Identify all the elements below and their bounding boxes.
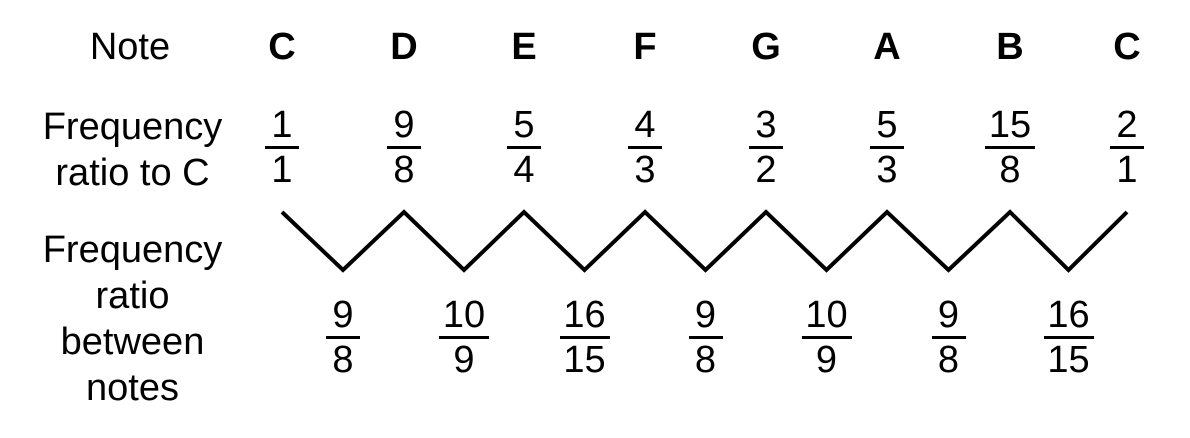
ratio-to-c-fraction-numerator: 1 xyxy=(271,104,293,146)
note-name: A xyxy=(873,26,901,68)
ratio-to-c-fraction-numerator: 5 xyxy=(876,104,898,146)
interval-fraction: 10 9 xyxy=(792,294,862,381)
interval-fraction-denominator: 8 xyxy=(694,339,717,381)
interval-fraction-denominator: 9 xyxy=(453,339,475,381)
row-label-ratio-between-line-3: between xyxy=(60,321,205,363)
interval-fraction-bar xyxy=(559,336,610,339)
note-name: G xyxy=(751,26,781,68)
ratio-to-c-fraction-bar xyxy=(749,146,783,149)
row-label-ratio-between: Frequency ratio between notes xyxy=(30,227,235,411)
interval-fraction-bar xyxy=(1043,336,1094,339)
note-name: D xyxy=(390,26,418,68)
row-label-ratio-to-c-line-2: ratio to C xyxy=(55,152,210,194)
interval-fraction-bar xyxy=(801,336,852,339)
ratio-to-c-fraction-bar xyxy=(265,146,299,149)
interval-fraction: 16 15 xyxy=(1034,294,1104,381)
ratio-to-c-fraction-bar xyxy=(870,146,904,149)
interval-fraction-denominator: 8 xyxy=(937,339,960,381)
ratio-to-c-fraction-numerator: 4 xyxy=(634,104,656,146)
ratio-to-c-fraction-numerator: 3 xyxy=(755,104,777,146)
interval-fraction-numerator: 10 xyxy=(442,294,486,336)
interval-fraction-numerator: 16 xyxy=(1047,294,1090,336)
row-label-ratio-to-c-line-1: Frequency xyxy=(42,106,223,148)
ratio-to-c-fraction-denominator: 3 xyxy=(876,149,898,191)
interval-fraction-denominator: 8 xyxy=(332,339,354,381)
row-label-note: Note xyxy=(89,26,171,68)
ratio-to-c-fraction-numerator: 5 xyxy=(513,104,535,146)
note-name: E xyxy=(511,26,537,68)
row-label-ratio-between-line-4: notes xyxy=(86,367,179,409)
interval-fraction-numerator: 10 xyxy=(805,294,848,336)
ratio-to-c-fraction-denominator: 8 xyxy=(999,149,1021,191)
note-name: B xyxy=(996,26,1024,68)
ratio-to-c-fraction-bar xyxy=(985,146,1035,149)
note-name: C xyxy=(268,26,296,68)
ratio-to-c-fraction-numerator: 15 xyxy=(988,104,1032,146)
ratio-to-c-fraction-bar xyxy=(387,146,421,149)
interval-fraction-bar xyxy=(688,336,723,339)
ratio-to-c-fraction-numerator: 2 xyxy=(1116,104,1138,146)
interval-fraction-denominator: 15 xyxy=(563,339,606,381)
ratio-to-c-fraction-denominator: 1 xyxy=(1116,149,1138,191)
interval-fraction-numerator: 16 xyxy=(563,294,606,336)
interval-fraction-bar xyxy=(439,336,489,339)
interval-fraction-denominator: 9 xyxy=(815,339,838,381)
row-label-ratio-to-c: Frequency ratio to C xyxy=(30,104,235,196)
ratio-to-c-fraction-denominator: 2 xyxy=(755,149,777,191)
ratio-to-c-fraction: 15 8 xyxy=(975,104,1045,191)
ratio-to-c-fraction-bar xyxy=(1110,146,1144,149)
interval-fraction: 10 9 xyxy=(429,294,499,381)
zigzag-line xyxy=(280,209,1129,273)
ratio-to-c-fraction-denominator: 4 xyxy=(513,149,535,191)
interval-fraction-bar xyxy=(931,336,966,339)
ratio-to-c-fraction-numerator: 9 xyxy=(393,104,415,146)
note-name: C xyxy=(1113,26,1141,68)
ratio-to-c-fraction-denominator: 1 xyxy=(271,149,293,191)
interval-fraction-numerator: 9 xyxy=(332,294,354,336)
row-label-ratio-between-line-1: Frequency xyxy=(42,229,223,271)
interval-fraction-denominator: 15 xyxy=(1047,339,1090,381)
interval-fraction-numerator: 9 xyxy=(694,294,717,336)
row-label-ratio-between-line-2: ratio xyxy=(95,275,170,317)
ratio-to-c-fraction-denominator: 8 xyxy=(393,149,415,191)
interval-fraction-numerator: 9 xyxy=(937,294,960,336)
ratio-to-c-fraction-denominator: 3 xyxy=(634,149,656,191)
ratio-to-c-fraction-bar xyxy=(507,146,541,149)
interval-fraction: 16 15 xyxy=(550,294,620,381)
interval-fraction-bar xyxy=(326,336,360,339)
note-name: F xyxy=(633,26,657,68)
ratio-to-c-fraction-bar xyxy=(628,146,662,149)
